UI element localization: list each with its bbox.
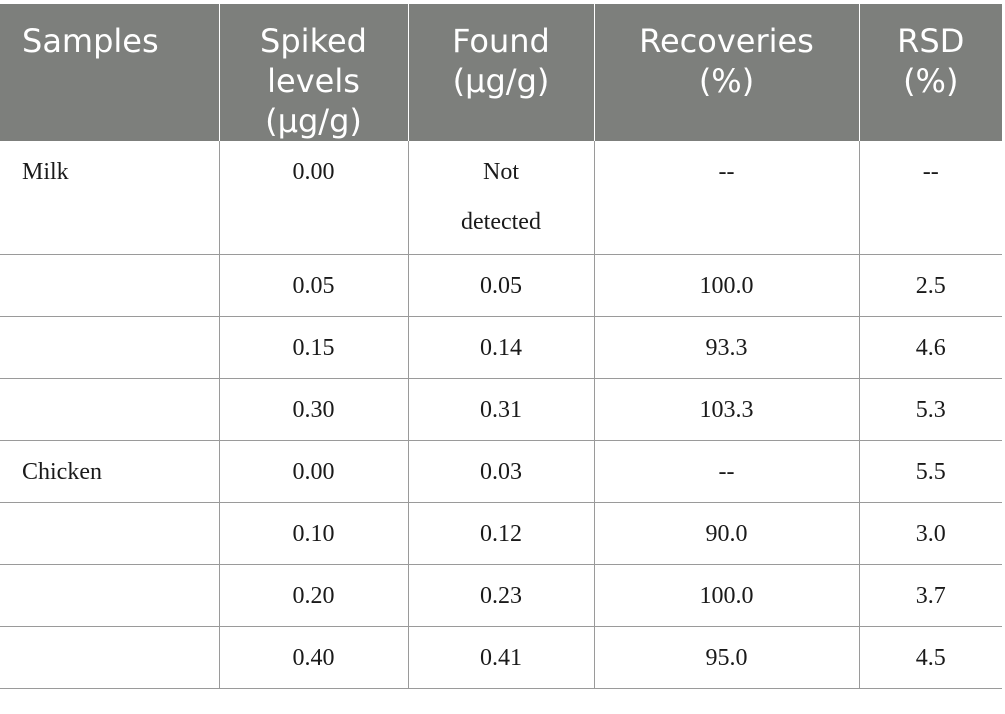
cell-found: 0.41: [407, 625, 595, 689]
cell-spiked: 0.05: [218, 253, 409, 317]
table-row: 0.40 0.41 95.0 4.5: [0, 625, 1002, 689]
cell-spiked: 0.40: [218, 625, 409, 689]
table-row: 0.15 0.14 93.3 4.6: [0, 315, 1002, 379]
header-text: (μg/g): [265, 102, 362, 140]
cell-rsd: 2.5: [858, 253, 1002, 317]
header-text: RSD: [897, 22, 965, 60]
table-row: 0.05 0.05 100.0 2.5: [0, 253, 1002, 317]
cell-sample: Chicken: [0, 439, 220, 503]
cell-rsd: 5.3: [858, 377, 1002, 441]
cell-rsd: 3.7: [858, 563, 1002, 627]
cell-rsd: 5.5: [858, 439, 1002, 503]
cell-found: Not detected: [407, 141, 595, 255]
header-text: Samples: [22, 22, 159, 60]
cell-sample: [0, 377, 220, 441]
table-header-row: Samples Spiked levels (μg/g) Found (μg/g…: [0, 4, 1002, 141]
cell-spiked: 0.00: [218, 439, 409, 503]
table-row: 0.30 0.31 103.3 5.3: [0, 377, 1002, 441]
table-row: Chicken 0.00 0.03 -- 5.5: [0, 439, 1002, 503]
cell-recovery: 100.0: [593, 253, 860, 317]
cell-found: 0.14: [407, 315, 595, 379]
cell-sample: [0, 563, 220, 627]
cell-sample: [0, 253, 220, 317]
header-found: Found (μg/g): [407, 4, 595, 141]
cell-recovery: --: [593, 439, 860, 503]
table-row: 0.20 0.23 100.0 3.7: [0, 563, 1002, 627]
cell-found: 0.03: [407, 439, 595, 503]
cell-rsd: 3.0: [858, 501, 1002, 565]
header-samples: Samples: [0, 4, 220, 141]
table-row: Milk 0.00 Not detected -- --: [0, 141, 1002, 255]
cell-found-text: Not detected: [461, 159, 541, 235]
cell-spiked: 0.10: [218, 501, 409, 565]
recovery-table: Samples Spiked levels (μg/g) Found (μg/g…: [0, 4, 1002, 689]
cell-recovery: 103.3: [593, 377, 860, 441]
header-text: (%): [698, 62, 755, 100]
cell-recovery: 93.3: [593, 315, 860, 379]
cell-sample: [0, 315, 220, 379]
header-text: Recoveries: [639, 22, 814, 60]
cell-rsd: --: [858, 141, 1002, 255]
table-row: 0.10 0.12 90.0 3.0: [0, 501, 1002, 565]
cell-found: 0.31: [407, 377, 595, 441]
cell-recovery: 90.0: [593, 501, 860, 565]
cell-rsd: 4.6: [858, 315, 1002, 379]
cell-spiked: 0.00: [218, 141, 409, 255]
header-rsd: RSD (%): [858, 4, 1002, 141]
header-spiked-levels: Spiked levels (μg/g): [218, 4, 409, 141]
header-text: (μg/g): [452, 62, 550, 100]
cell-spiked: 0.30: [218, 377, 409, 441]
header-recoveries: Recoveries (%): [593, 4, 860, 141]
cell-found: 0.12: [407, 501, 595, 565]
cell-found: 0.23: [407, 563, 595, 627]
cell-sample: [0, 625, 220, 689]
cell-recovery: 95.0: [593, 625, 860, 689]
cell-spiked: 0.20: [218, 563, 409, 627]
cell-rsd: 4.5: [858, 625, 1002, 689]
cell-spiked: 0.15: [218, 315, 409, 379]
header-text: Found: [452, 22, 550, 60]
cell-recovery: --: [593, 141, 860, 255]
header-text: levels: [267, 62, 360, 100]
cell-sample: Milk: [0, 141, 220, 255]
header-text: (%): [903, 62, 959, 100]
header-text: Spiked: [260, 22, 367, 60]
cell-recovery: 100.0: [593, 563, 860, 627]
cell-sample: [0, 501, 220, 565]
cell-found: 0.05: [407, 253, 595, 317]
